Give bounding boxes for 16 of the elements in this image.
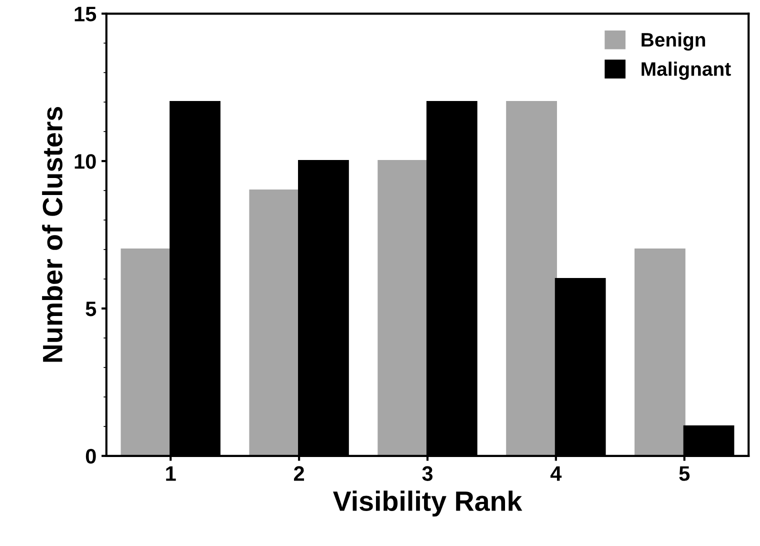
y-tick-label: 0 bbox=[86, 448, 96, 464]
bar bbox=[634, 248, 686, 456]
y-tick-label: 10 bbox=[74, 154, 96, 169]
bar bbox=[506, 101, 557, 456]
x-axis-title: Visibility Rank bbox=[333, 490, 522, 516]
x-tick-label: 1 bbox=[166, 466, 176, 481]
y-tick-label: 5 bbox=[86, 302, 96, 316]
y-axis-title: Number of Clusters bbox=[42, 107, 62, 362]
x-tick-label: 2 bbox=[294, 466, 304, 481]
y-tick-label: 15 bbox=[74, 6, 96, 22]
x-tick-label: 4 bbox=[550, 466, 562, 481]
legend-label: Benign bbox=[642, 32, 706, 51]
bar bbox=[120, 248, 172, 456]
legend-label: Malignant bbox=[642, 62, 731, 80]
x-tick-label: 3 bbox=[422, 466, 433, 481]
x-tick-label: 5 bbox=[679, 466, 690, 481]
